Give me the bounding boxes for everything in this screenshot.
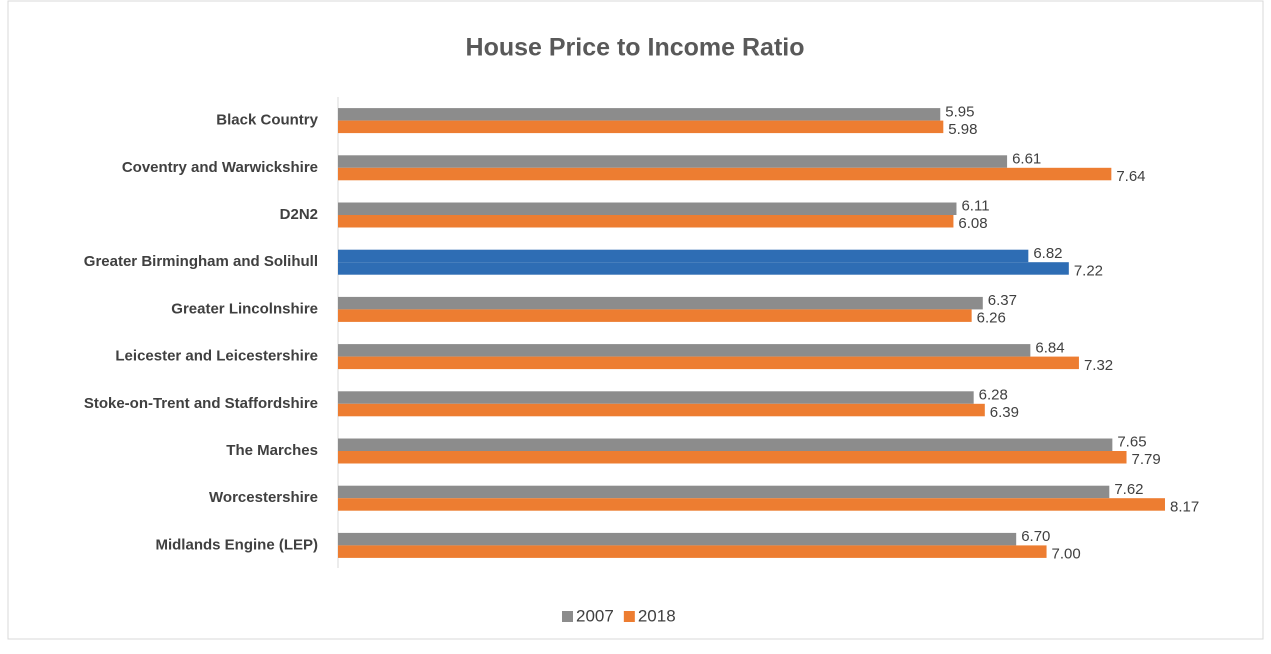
legend-swatch — [623, 611, 635, 622]
data-label: 6.61 — [1012, 151, 1041, 168]
data-label: 5.98 — [948, 121, 977, 138]
legend-label: 2007 — [576, 606, 614, 625]
y-tick-label: D2N2 — [280, 206, 318, 223]
bar — [338, 215, 954, 228]
bar — [338, 451, 1127, 464]
y-tick-label: Stoke-on-Trent and Staffordshire — [84, 395, 318, 412]
data-label: 6.26 — [977, 310, 1006, 327]
data-label: 8.17 — [1170, 498, 1199, 515]
y-tick-label: Black Country — [216, 112, 318, 129]
data-label: 7.00 — [1052, 546, 1081, 563]
bar — [338, 120, 944, 134]
data-label: 5.95 — [945, 103, 974, 120]
y-tick-label: The Marches — [226, 442, 318, 459]
data-label: 6.84 — [1035, 339, 1064, 356]
y-tick-label: Coventry and Warwickshire — [122, 159, 318, 176]
y-tick-label: Midlands Engine (LEP) — [155, 536, 318, 553]
data-label: 6.82 — [1033, 245, 1062, 262]
legend-swatch — [562, 611, 573, 622]
bar — [338, 356, 1079, 370]
y-tick-label: Greater Lincolnshire — [171, 300, 318, 317]
data-label: 7.22 — [1074, 262, 1103, 279]
y-tick-label: Leicester and Leicestershire — [115, 348, 318, 365]
data-label: 7.64 — [1116, 168, 1145, 185]
data-label: 6.70 — [1021, 528, 1050, 545]
bar — [338, 296, 983, 310]
data-label: 6.37 — [988, 292, 1017, 309]
bar — [338, 202, 957, 215]
data-label: 6.28 — [979, 387, 1008, 404]
bar — [338, 545, 1047, 558]
bar — [338, 438, 1113, 451]
bar — [338, 344, 1031, 357]
bar — [338, 309, 972, 322]
bar — [338, 262, 1069, 275]
bar — [338, 155, 1008, 168]
data-label: 7.32 — [1084, 357, 1113, 374]
bar — [338, 498, 1165, 511]
bar — [338, 391, 974, 404]
chart-title: House Price to Income Ratio — [466, 34, 805, 62]
y-tick-label: Worcestershire — [209, 489, 318, 506]
data-label: 7.65 — [1117, 434, 1146, 451]
bar — [338, 249, 1029, 263]
data-label: 7.62 — [1114, 481, 1143, 498]
bar — [338, 532, 1017, 546]
data-label: 6.08 — [958, 215, 987, 232]
bar — [338, 167, 1112, 181]
data-label: 6.11 — [961, 198, 989, 215]
bar — [338, 485, 1110, 499]
legend-label: 2018 — [638, 606, 676, 625]
bar — [338, 403, 985, 417]
bar — [338, 108, 941, 121]
y-tick-label: Greater Birmingham and Solihull — [84, 253, 318, 270]
data-label: 6.39 — [990, 404, 1019, 421]
data-label: 7.79 — [1132, 451, 1161, 468]
